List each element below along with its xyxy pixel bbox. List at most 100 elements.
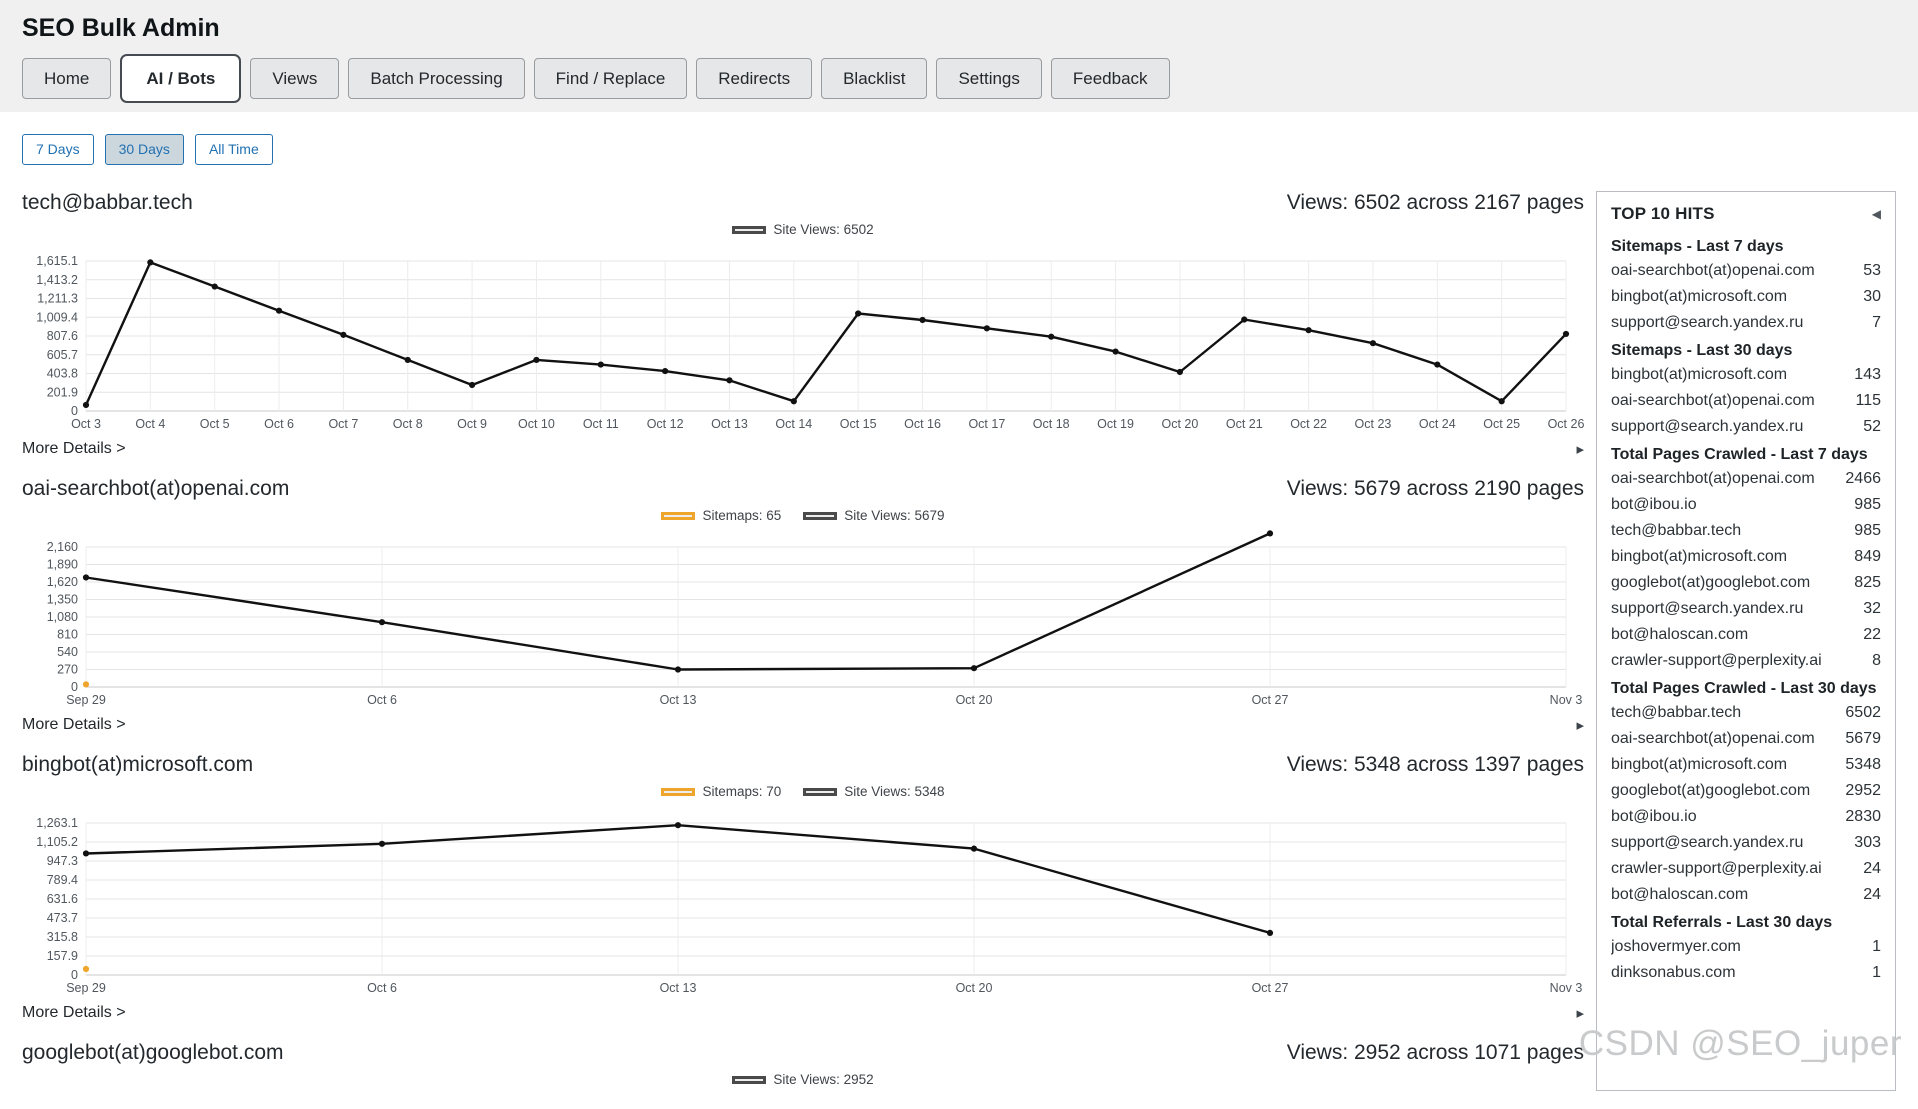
svg-text:2,160: 2,160 — [47, 540, 78, 554]
svg-text:Oct 12: Oct 12 — [647, 417, 684, 431]
svg-text:Oct 14: Oct 14 — [775, 417, 812, 431]
svg-text:1,890: 1,890 — [47, 557, 78, 571]
legend-label: Site Views: 6502 — [773, 222, 874, 238]
svg-text:1,105.2: 1,105.2 — [36, 835, 78, 849]
top-hits-row: bot@haloscan.com 22 — [1597, 622, 1895, 648]
svg-text:201.9: 201.9 — [47, 385, 78, 399]
top-hits-row-name: support@search.yandex.ru — [1611, 313, 1804, 331]
legend-item: Site Views: 5679 — [803, 508, 945, 524]
svg-text:789.4: 789.4 — [47, 873, 78, 887]
top-hits-row-value: 6502 — [1845, 703, 1881, 721]
legend-swatch-icon — [803, 511, 838, 520]
svg-text:Sep 29: Sep 29 — [66, 693, 106, 707]
svg-text:Oct 20: Oct 20 — [956, 693, 993, 707]
time-range-30-days[interactable]: 30 Days — [104, 134, 184, 165]
legend-label: Site Views: 5679 — [844, 508, 945, 524]
svg-text:Sep 29: Sep 29 — [66, 981, 106, 995]
svg-text:Oct 21: Oct 21 — [1226, 417, 1263, 431]
svg-text:Oct 13: Oct 13 — [660, 981, 697, 995]
svg-text:Oct 15: Oct 15 — [840, 417, 877, 431]
top-hits-row-name: oai-searchbot(at)openai.com — [1611, 729, 1815, 747]
svg-text:Oct 5: Oct 5 — [200, 417, 230, 431]
tab-blacklist[interactable]: Blacklist — [821, 58, 928, 99]
time-range-filter: 7 Days 30 Days All Time — [22, 134, 1896, 165]
top-hits-row-value: 143 — [1854, 365, 1881, 383]
svg-text:Oct 6: Oct 6 — [367, 981, 397, 995]
more-details-link[interactable]: More Details > — [22, 439, 126, 457]
top-hits-row-value: 825 — [1854, 573, 1881, 591]
svg-text:Oct 3: Oct 3 — [71, 417, 101, 431]
top-hits-row-value: 2952 — [1845, 781, 1881, 799]
svg-text:1,263.1: 1,263.1 — [36, 816, 78, 830]
svg-text:Oct 6: Oct 6 — [367, 693, 397, 707]
svg-text:Oct 24: Oct 24 — [1419, 417, 1456, 431]
expand-arrow-icon[interactable]: ▸ — [1576, 716, 1584, 734]
svg-text:605.7: 605.7 — [47, 348, 78, 362]
svg-text:Oct 13: Oct 13 — [711, 417, 748, 431]
tab-redirects[interactable]: Redirects — [696, 58, 813, 99]
svg-text:0: 0 — [71, 404, 78, 418]
svg-text:Oct 22: Oct 22 — [1290, 417, 1327, 431]
top-hits-row: support@search.yandex.ru 52 — [1597, 414, 1895, 440]
expand-arrow-icon[interactable]: ▸ — [1576, 1004, 1584, 1022]
svg-text:540: 540 — [57, 645, 78, 659]
collapse-panel-icon[interactable]: ◀ — [1871, 206, 1881, 221]
svg-text:810: 810 — [57, 627, 78, 641]
main-area: 7 Days 30 Days All Time tech@babbar.tech Vi… — [0, 134, 1918, 1109]
top-hits-row-value: 849 — [1854, 547, 1881, 565]
more-details-link[interactable]: More Details > — [22, 715, 126, 733]
line-chart: 0 157.9 315.8 473.7 631.6 789.4 947.3 1,105.2 1,… — [36, 816, 1583, 995]
top-hits-row-value: 985 — [1854, 495, 1881, 513]
top-hits-row-name: googlebot(at)googlebot.com — [1611, 781, 1811, 799]
line-chart: 0 201.9 403.8 605.7 807.6 1,009.4 1,211.3 1,413… — [36, 254, 1584, 431]
top-hits-row: crawler-support@perplexity.ai 8 — [1597, 648, 1895, 674]
svg-text:1,080: 1,080 — [47, 610, 78, 624]
sidebar-section-title: Total Referrals - Last 30 days — [1611, 913, 1833, 931]
top-hits-row: joshovermyer.com 1 — [1597, 934, 1895, 960]
tab-settings[interactable]: Settings — [936, 58, 1042, 99]
top-hits-row-value: 1 — [1872, 937, 1881, 955]
more-details-link[interactable]: More Details > — [22, 1003, 126, 1021]
time-range-all-time[interactable]: All Time — [194, 134, 273, 165]
svg-text:1,413.2: 1,413.2 — [36, 273, 78, 287]
chart-title: tech@babbar.tech — [22, 190, 193, 214]
svg-text:1,615.1: 1,615.1 — [36, 254, 78, 268]
top-hits-row-name: bingbot(at)microsoft.com — [1611, 755, 1788, 773]
svg-text:Nov 3: Nov 3 — [1550, 981, 1583, 995]
top-hits-row-value: 7 — [1872, 313, 1881, 331]
svg-text:Oct 23: Oct 23 — [1355, 417, 1392, 431]
legend-swatch-icon — [732, 1075, 767, 1084]
top-hits-row-value: 24 — [1863, 885, 1881, 903]
tab-find-replace[interactable]: Find / Replace — [533, 58, 688, 99]
content-area: tech@babbar.tech Views: 6502 across 2167 … — [22, 190, 1896, 1109]
admin-header: SEO Bulk Admin Home AI / Bots Views Batch P… — [0, 0, 1918, 112]
top-hits-row-value: 2830 — [1845, 807, 1881, 825]
top-hits-row: bingbot(at)microsoft.com 5348 — [1597, 752, 1895, 778]
tab-views[interactable]: Views — [250, 58, 340, 99]
time-range-7-days[interactable]: 7 Days — [22, 134, 94, 165]
svg-text:1,350: 1,350 — [47, 592, 78, 606]
chart-header-row: googlebot(at)googlebot.com Views: 2952 ac… — [22, 1041, 1584, 1069]
top-hits-row-value: 1 — [1872, 963, 1881, 981]
svg-text:Oct 27: Oct 27 — [1252, 981, 1289, 995]
tab-feedback[interactable]: Feedback — [1050, 58, 1170, 99]
svg-text:Oct 7: Oct 7 — [328, 417, 358, 431]
chart-section-bingbot-at-microsoft-com: bingbot(at)microsoft.com Views: 5348 acro… — [22, 753, 1584, 1023]
top-hits-row-value: 5679 — [1845, 729, 1881, 747]
chart-legend: Site Views: 2952 — [22, 1069, 1584, 1091]
top-hits-row-name: bingbot(at)microsoft.com — [1611, 287, 1788, 305]
top-hits-row-value: 24 — [1863, 859, 1881, 877]
svg-text:1,009.4: 1,009.4 — [36, 310, 78, 324]
top-hits-row: support@search.yandex.ru 32 — [1597, 596, 1895, 622]
top-hits-row-name: joshovermyer.com — [1611, 937, 1741, 955]
top-hits-row-name: bot@haloscan.com — [1611, 885, 1749, 903]
tab-batch-processing[interactable]: Batch Processing — [348, 58, 525, 99]
top-hits-row-name: bot@ibou.io — [1611, 807, 1697, 825]
tab-home[interactable]: Home — [22, 58, 112, 99]
top-hits-row-name: bingbot(at)microsoft.com — [1611, 547, 1788, 565]
expand-arrow-icon[interactable]: ▸ — [1576, 440, 1584, 458]
chart-section-oai-searchbot-at-openai-com: oai-searchbot(at)openai.com Views: 5679 a… — [22, 477, 1584, 735]
sidebar-section-title: Sitemaps - Last 7 days — [1611, 237, 1784, 255]
top-hits-row-value: 985 — [1854, 521, 1881, 539]
tab-ai-bots[interactable]: AI / Bots — [120, 54, 242, 103]
